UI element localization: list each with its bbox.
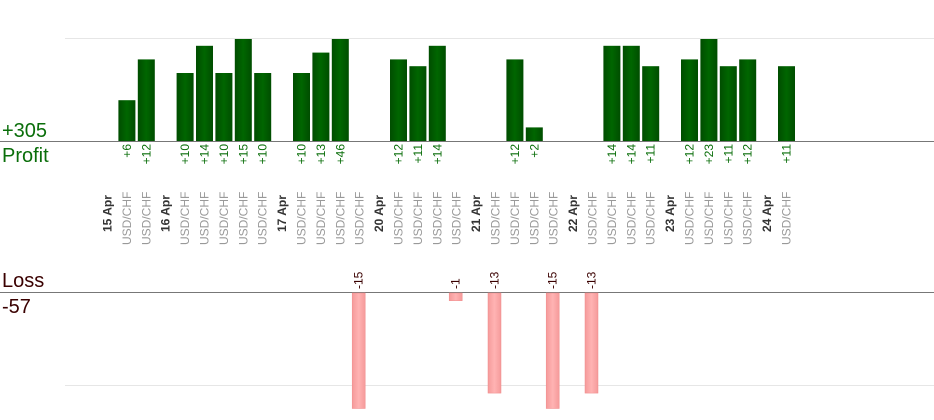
symbol-label: USD/CHF	[547, 192, 561, 245]
symbol-label: USD/CHF	[450, 192, 464, 245]
profit-value-label: +14	[198, 144, 212, 165]
profit-bar	[622, 45, 640, 141]
profit-value-label: +10	[256, 144, 270, 165]
profit-value-label: +11	[721, 144, 735, 164]
profit-bar	[681, 59, 698, 141]
loss-bar	[487, 292, 502, 394]
profit-value-label: +14	[605, 144, 619, 165]
date-label: 20 Apr	[372, 195, 386, 232]
symbol-label: USD/CHF	[508, 192, 522, 245]
loss-value-label: -15	[352, 271, 366, 289]
profit-value-label: +11	[644, 144, 658, 164]
profit-bar	[196, 45, 213, 141]
symbol-label: USD/CHF	[605, 192, 619, 245]
loss-bar	[545, 292, 560, 409]
symbol-label: USD/CHF	[120, 192, 134, 245]
profit-value-label: +46	[333, 144, 347, 165]
profit-value-label: +10	[178, 144, 192, 165]
date-label: 21 Apr	[469, 195, 483, 232]
profit-value-label: +12	[741, 144, 755, 165]
profit-value-label: +10	[217, 144, 231, 165]
profit-bar	[719, 66, 737, 141]
profit-bar	[778, 66, 795, 141]
date-label: 22 Apr	[566, 195, 580, 232]
symbol-label: USD/CHF	[333, 192, 347, 245]
symbol-label: USD/CHF	[236, 192, 250, 245]
symbol-label: USD/CHF	[527, 192, 541, 245]
symbol-label: USD/CHF	[741, 192, 755, 245]
symbol-label: USD/CHF	[683, 192, 697, 245]
profit-bar	[390, 59, 407, 141]
profit-bar	[700, 39, 718, 141]
symbol-label: USD/CHF	[139, 192, 153, 245]
profit-value-label: +11	[411, 144, 425, 164]
profit-bar	[137, 59, 155, 141]
profit-value-label: +10	[295, 144, 309, 165]
loss-value-label: -15	[546, 271, 560, 289]
profit-value-label: +2	[527, 144, 541, 158]
loss-label: Loss	[2, 270, 45, 292]
date-label: 16 Apr	[159, 195, 173, 232]
loss-value-label: -13	[585, 271, 599, 289]
date-label: 24 Apr	[760, 195, 774, 232]
profit-value-label: +14	[624, 144, 638, 165]
profit-bar	[234, 39, 252, 141]
profit-value-label: +12	[139, 144, 153, 165]
loss-value-label: -1	[449, 278, 463, 289]
profit-value-label: +15	[236, 144, 250, 165]
profit-bar	[254, 73, 272, 141]
symbol-label: USD/CHF	[780, 192, 794, 245]
symbol-label: USD/CHF	[644, 192, 658, 245]
profit-value-label: +13	[314, 144, 328, 165]
profit-value-label: +12	[392, 144, 406, 165]
profit-bar	[739, 59, 757, 141]
symbol-label: USD/CHF	[217, 192, 231, 245]
profit-total: +305	[2, 120, 48, 142]
profit-value-label: +11	[780, 144, 794, 164]
profit-bar	[331, 39, 349, 141]
profit-label: Profit	[2, 145, 49, 167]
profit-bar	[603, 45, 621, 141]
profit-value-label: +6	[120, 144, 134, 158]
loss-bar	[351, 292, 366, 409]
symbol-label: USD/CHF	[586, 192, 600, 245]
date-label: 23 Apr	[663, 195, 677, 232]
symbol-label: USD/CHF	[256, 192, 270, 245]
profit-value-label: +12	[508, 144, 522, 165]
symbol-label: USD/CHF	[353, 192, 367, 245]
symbol-label: USD/CHF	[314, 192, 328, 245]
symbol-label: USD/CHF	[178, 192, 192, 245]
profit-bar	[409, 66, 427, 141]
profit-bar	[506, 59, 524, 141]
profit-bar	[428, 45, 446, 141]
symbol-label: USD/CHF	[295, 192, 309, 245]
profit-bar	[118, 100, 136, 141]
loss-bar	[584, 292, 599, 394]
symbol-label: USD/CHF	[721, 192, 735, 245]
date-label: 17 Apr	[275, 195, 289, 232]
profit-bar	[525, 127, 543, 141]
loss-value-label: -13	[488, 271, 502, 289]
profit-bar	[642, 66, 660, 141]
profit-bar	[312, 52, 330, 141]
profit-value-label: +12	[683, 144, 697, 165]
loss-bar	[448, 292, 463, 301]
date-label: 15 Apr	[101, 195, 115, 232]
profit-value-label: +23	[702, 144, 716, 165]
profit-bar	[215, 73, 233, 141]
symbol-label: USD/CHF	[411, 192, 425, 245]
loss-total: -57	[2, 296, 31, 318]
symbol-label: USD/CHF	[702, 192, 716, 245]
profit-bar	[293, 73, 310, 141]
symbol-label: USD/CHF	[624, 192, 638, 245]
symbol-label: USD/CHF	[489, 192, 503, 245]
symbol-label: USD/CHF	[430, 192, 444, 245]
profit-value-label: +14	[430, 144, 444, 165]
symbol-label: USD/CHF	[392, 192, 406, 245]
profit-bar	[176, 73, 194, 141]
symbol-label: USD/CHF	[198, 192, 212, 245]
